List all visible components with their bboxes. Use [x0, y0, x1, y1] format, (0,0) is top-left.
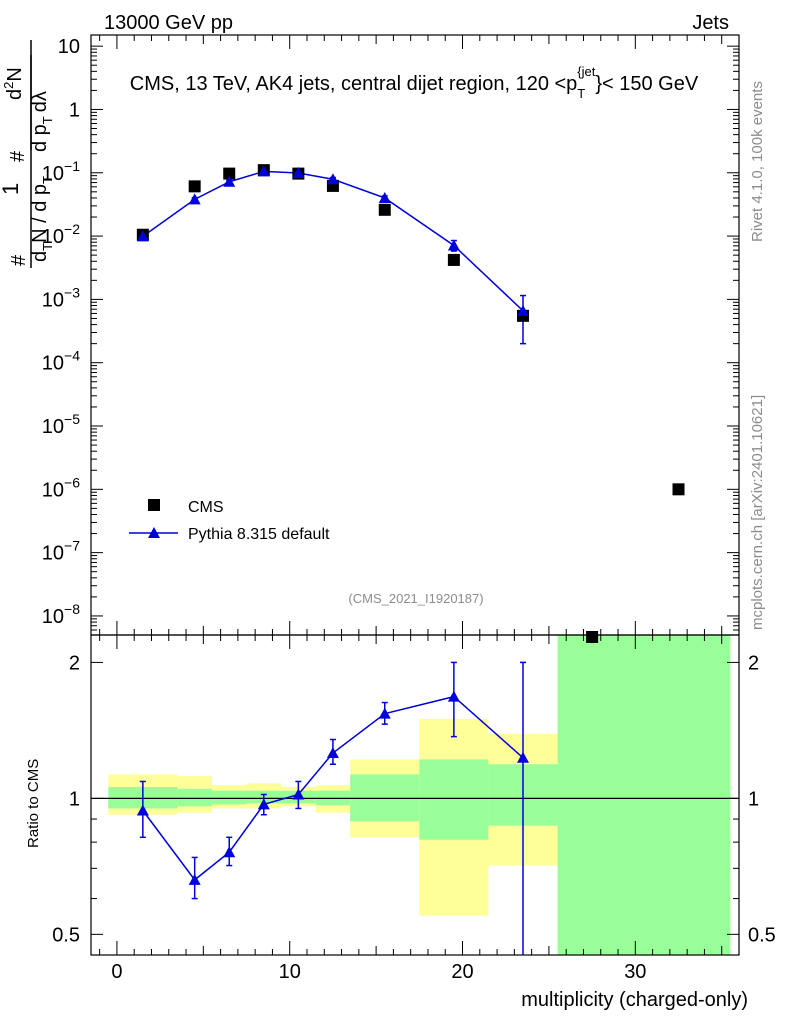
- tick-mantissa: 10: [42, 543, 64, 565]
- mc-point: [257, 165, 270, 177]
- band-inner-1: [177, 788, 212, 807]
- tick-exponent: −5: [64, 411, 80, 427]
- x-axis-label: multiplicity (charged-only): [521, 989, 748, 1011]
- tick-mantissa: 10: [42, 416, 64, 438]
- ratio-y-tick-label-right: 1: [748, 788, 759, 810]
- main-y-axis-label: # 1 dTN / d pT # d2N d pTdλ: [0, 40, 55, 268]
- ratio-series: [136, 661, 529, 955]
- tick-exponent: −6: [64, 474, 80, 490]
- data-overflow-points: [586, 631, 599, 643]
- tick-mantissa: 10: [42, 289, 64, 311]
- ratio-y-tick-label: 2: [69, 652, 80, 674]
- svg-text:dTN / d pT: dTN / d pT: [29, 176, 55, 262]
- legend-mc-marker: [148, 527, 160, 538]
- cms-data-point: [188, 180, 201, 193]
- legend-data-marker: [148, 499, 160, 511]
- ratio-point: [326, 747, 339, 759]
- ratio-point: [257, 798, 270, 810]
- legend: CMS Pythia 8.315 default: [129, 499, 330, 543]
- svg-text:d pTdλ: d pTdλ: [29, 91, 55, 152]
- x-tick-label: 30: [624, 961, 646, 983]
- analysis-watermark: (CMS_2021_I1920187): [348, 591, 483, 606]
- cms-data-point: [447, 253, 460, 266]
- tick-exponent: −4: [64, 348, 80, 364]
- chart-title: CMS, 13 TeV, AK4 jets, central dijet reg…: [130, 64, 699, 101]
- mc-point: [378, 191, 391, 203]
- tick-exponent: −1: [64, 158, 80, 174]
- cms-data-point: [378, 203, 391, 216]
- main-y-tick-label: 10−2: [42, 221, 80, 248]
- tick-mantissa: 10: [42, 606, 64, 628]
- main-y-tick-label: 10: [58, 36, 80, 58]
- cms-data-point: [672, 483, 685, 496]
- band-inner-2: [211, 790, 247, 805]
- tick-exponent: −7: [64, 538, 80, 554]
- band-inner-7: [419, 759, 489, 840]
- ratio-y-axis-label: Ratio to CMS: [25, 759, 42, 848]
- mc-point: [136, 230, 149, 242]
- x-tick-label: 10: [279, 961, 301, 983]
- main-y-tick-label: 10−8: [42, 601, 80, 628]
- mc-point: [223, 175, 236, 187]
- main-y-tick-label: 10−4: [42, 348, 80, 375]
- ratio-y-tick-label-right: 0.5: [748, 924, 776, 946]
- ratio-point: [188, 873, 201, 885]
- cms-data-point: [586, 631, 599, 643]
- ratio-panel-frame: [90, 634, 740, 956]
- main-y-tick-label: 10−5: [42, 411, 80, 438]
- main-series: [136, 164, 685, 496]
- main-y-tick-label: 1: [69, 99, 80, 121]
- ratio-point: [136, 804, 149, 816]
- tick-mantissa: 10: [42, 353, 64, 375]
- legend-data-label: CMS: [188, 499, 224, 516]
- tick-exponent: −3: [64, 284, 80, 300]
- tick-exponent: −8: [64, 601, 80, 617]
- ratio-point: [378, 707, 391, 719]
- tick-mantissa: 10: [42, 226, 64, 248]
- ratio-y-tick-label-right: 2: [748, 652, 759, 674]
- svg-text:#: #: [8, 254, 30, 266]
- tick-mantissa: 10: [42, 479, 64, 501]
- rivet-version-label: Rivet 4.1.0, 100k events: [749, 81, 766, 242]
- band-inner-9: [557, 635, 731, 955]
- svg-text:d2N: d2N: [1, 67, 26, 100]
- svg-text:#: #: [7, 150, 29, 162]
- cms-data-point: [223, 167, 236, 180]
- main-y-tick-label: 10−6: [42, 474, 80, 501]
- x-tick-label: 0: [111, 961, 122, 983]
- main-y-tick-label: 10−1: [42, 158, 80, 185]
- mc-point: [517, 304, 529, 316]
- mc-point: [447, 239, 460, 251]
- x-tick-labels: 0 10 20 30: [111, 961, 646, 983]
- ratio-point: [223, 846, 236, 858]
- tick-exponent: −2: [64, 221, 80, 237]
- ratio-point: [517, 751, 529, 763]
- svg-text:1: 1: [0, 183, 23, 195]
- header-energy: 13000 GeV pp: [104, 12, 233, 34]
- legend-mc-label: Pythia 8.315 default: [188, 526, 330, 543]
- mc-point: [292, 167, 305, 179]
- ratio-y-tick-labels: 2 2 1 1 0.5 0.5: [52, 652, 776, 946]
- main-y-tick-label: 10−7: [42, 538, 80, 565]
- main-y-tick-label: 10−3: [42, 284, 80, 311]
- ratio-point: [292, 788, 305, 800]
- x-tick-label: 20: [451, 961, 473, 983]
- ratio-y-tick-label: 0.5: [52, 924, 80, 946]
- tick-mantissa: 10: [42, 163, 64, 185]
- mc-point: [326, 173, 339, 185]
- ratio-point: [447, 690, 460, 702]
- mcplots-reference: mcplots.cern.ch [arXiv:2401.10621]: [749, 395, 766, 630]
- axis-ticks: [91, 35, 739, 955]
- main-panel-frame: [90, 34, 740, 636]
- header-category: Jets: [692, 12, 729, 34]
- uncertainty-bands: [108, 635, 731, 955]
- ratio-y-tick-label: 1: [69, 788, 80, 810]
- mc-point: [188, 193, 201, 205]
